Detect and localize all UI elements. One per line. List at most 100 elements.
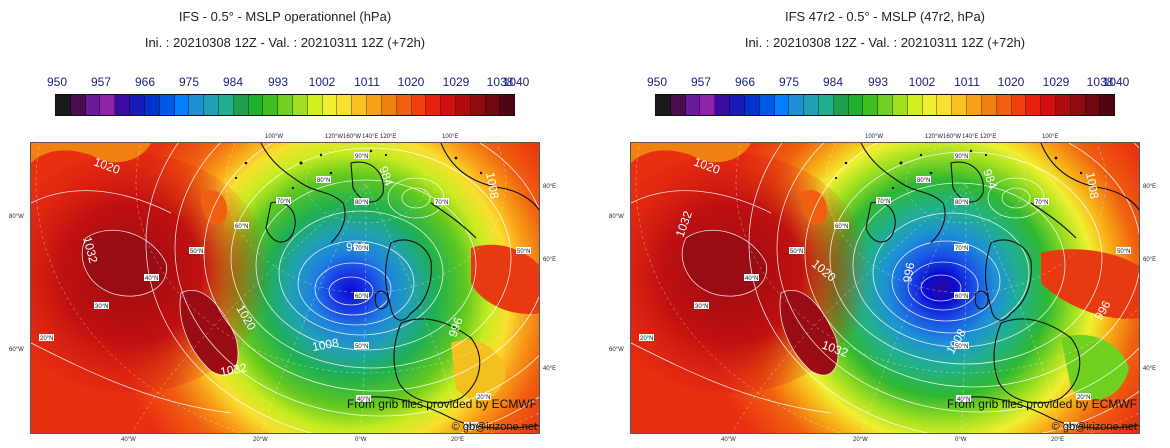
legend-swatch xyxy=(981,95,997,115)
author-credit: © gb@irizone.net xyxy=(451,421,537,433)
legend-swatch xyxy=(804,95,819,115)
lat-label: 20°N xyxy=(640,336,653,342)
lat-label: 60°N xyxy=(355,294,368,300)
legend-swatch xyxy=(1055,95,1071,115)
legend-swatch xyxy=(848,95,864,115)
panel-title: IFS - 0.5° - MSLP operationnel (hPa) xyxy=(178,9,392,24)
legend-swatch xyxy=(500,95,515,115)
pressure-map: 1032 1032 1020 1020 1008 996 984 996 100… xyxy=(30,142,540,434)
bottom-grid-label: 20°E xyxy=(451,437,465,443)
lat-label: 70°N xyxy=(277,199,290,205)
legend-swatch xyxy=(337,95,353,115)
legend-swatch xyxy=(233,95,249,115)
legend-swatch xyxy=(455,95,471,115)
lat-label: 80°N xyxy=(917,178,930,184)
top-grid-label: 120°E xyxy=(380,134,397,140)
legend-swatch xyxy=(293,95,308,115)
legend-swatch xyxy=(893,95,908,115)
legend-label: 1040 xyxy=(502,75,530,89)
legend-swatch xyxy=(1041,95,1056,115)
lat-label: 90°N xyxy=(955,154,968,160)
right-panel: IFS 47r2 - 0.5° - MSLP (47r2, hPa) Ini. … xyxy=(600,0,1170,448)
bottom-grid-label: 40°W xyxy=(721,437,736,443)
top-grid-label: 120°E xyxy=(980,134,997,140)
legend-swatch xyxy=(818,95,834,115)
legend-label: 984 xyxy=(222,75,244,89)
contour-label: 984 xyxy=(376,164,396,188)
legend-swatch xyxy=(426,95,442,115)
top-grid-label: 140°E xyxy=(362,134,379,140)
top-grid-label: 120°W xyxy=(325,134,344,140)
legend-swatch xyxy=(1085,95,1101,115)
right-grid-label: 40°E xyxy=(1143,366,1157,372)
legend-swatch xyxy=(996,95,1012,115)
legend-swatch xyxy=(922,95,938,115)
legend-swatch xyxy=(700,95,716,115)
legend-swatch xyxy=(204,95,219,115)
legend-swatch xyxy=(485,95,501,115)
lat-label: 50°N xyxy=(790,249,803,255)
lat-label: 20°N xyxy=(477,395,490,401)
legend-swatch xyxy=(322,95,338,115)
legend-swatch xyxy=(863,95,879,115)
legend-label: 993 xyxy=(267,75,289,89)
lat-label: 20°N xyxy=(1077,395,1090,401)
legend-swatch xyxy=(759,95,775,115)
left-grid-label: 80°W xyxy=(609,214,624,220)
legend-label: 1038 xyxy=(1086,75,1114,89)
legend-swatch xyxy=(744,95,760,115)
contour-label: 996 xyxy=(900,261,917,283)
lat-label: 70°N xyxy=(877,199,890,205)
lat-label: 30°N xyxy=(465,424,478,430)
lat-label: 70°N xyxy=(355,246,368,252)
legend-swatch xyxy=(833,95,849,115)
lat-label: 50°N xyxy=(955,344,968,350)
pressure-map: 1032 1032 1020 1020 1008 996 984 996 100… xyxy=(630,142,1140,434)
legend-label: 950 xyxy=(46,75,68,89)
author-credit: © gb@irizone.net xyxy=(1051,421,1137,433)
legend-swatch xyxy=(100,95,116,115)
lat-label: 30°N xyxy=(695,304,708,310)
legend-label: 966 xyxy=(134,75,156,89)
legend-swatch xyxy=(56,95,71,115)
left-grid-label: 60°W xyxy=(609,347,624,353)
legend-swatch xyxy=(115,95,131,115)
lat-label: 50°N xyxy=(190,249,203,255)
top-grid-label: 100°W xyxy=(265,134,284,140)
panel-title: IFS 47r2 - 0.5° - MSLP (47r2, hPa) xyxy=(784,9,986,24)
legend-label: 1029 xyxy=(1042,75,1070,89)
right-grid-label: 60°E xyxy=(1143,257,1157,263)
legend-swatch xyxy=(278,95,293,115)
top-grid-label: 120°W xyxy=(925,134,944,140)
top-grid-label: 160°W xyxy=(943,134,962,140)
legend-label: 1011 xyxy=(354,75,380,89)
top-grid-label: 100°E xyxy=(442,134,459,140)
left-grid-label: 60°W xyxy=(9,347,24,353)
top-grid-label: 100°W xyxy=(865,134,884,140)
lat-label: 20°N xyxy=(40,336,53,342)
legend-swatch xyxy=(263,95,279,115)
legend-swatch xyxy=(381,95,397,115)
left-grid-label: 80°W xyxy=(9,214,24,220)
legend-swatch xyxy=(937,95,953,115)
lat-label: 50°N xyxy=(355,344,368,350)
legend-swatch xyxy=(715,95,731,115)
legend-swatch xyxy=(411,95,427,115)
legend-swatch xyxy=(396,95,412,115)
legend-label: 1020 xyxy=(397,75,425,89)
panel-subtitle: Ini. : 20210308 12Z - Val. : 20210311 12… xyxy=(144,35,426,50)
lat-label: 50°N xyxy=(1117,249,1130,255)
legend-label: 1020 xyxy=(997,75,1025,89)
lat-label: 40°N xyxy=(145,276,158,282)
legend-swatch xyxy=(789,95,805,115)
legend-swatch xyxy=(1070,95,1086,115)
legend-labels: 950 957 966 975 984 993 1002 1011 1020 1… xyxy=(0,75,585,91)
data-credit: From grib files provided by ECMWF xyxy=(346,397,537,411)
contour-label: 1032 xyxy=(80,235,101,265)
lat-label: 80°N xyxy=(355,200,368,206)
bottom-grid-label: 0°W xyxy=(355,437,367,443)
legend-label: 975 xyxy=(178,75,200,89)
lat-label: 30°N xyxy=(1065,424,1078,430)
legend-label: 1029 xyxy=(442,75,470,89)
right-grid-label: 80°E xyxy=(1143,184,1157,190)
